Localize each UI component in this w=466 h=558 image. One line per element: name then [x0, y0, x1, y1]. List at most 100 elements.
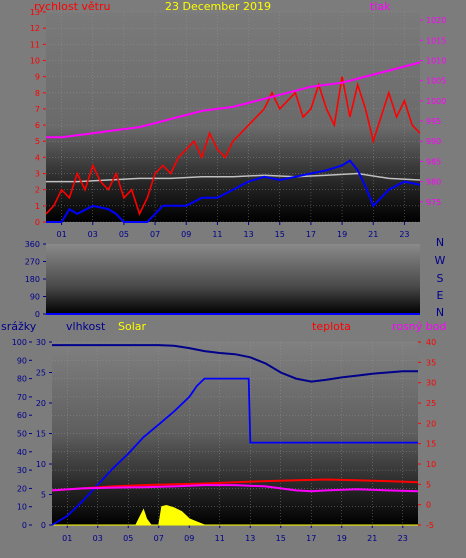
- temperature-tick-label: -5: [426, 521, 434, 530]
- humidity-tick-label: 5: [41, 491, 46, 500]
- dewpoint-axis-label: rosný bod: [392, 320, 446, 333]
- time-tick-label: 07: [154, 534, 164, 543]
- time-tick-label: 17: [306, 534, 316, 543]
- wind-tick-label: 2: [35, 186, 40, 195]
- compass-letter: N: [436, 306, 444, 319]
- wind-average-line: [46, 159, 421, 223]
- temperature-tick-label: 15: [426, 440, 436, 449]
- time-tick-label: 23: [399, 230, 409, 239]
- time-tick-label: 09: [181, 230, 191, 239]
- precipitation-tick-label: 20: [17, 484, 27, 493]
- wind-gust-line: [45, 76, 421, 217]
- time-tick-label: 19: [337, 534, 347, 543]
- wind-tick-label: 7: [35, 105, 40, 114]
- temperature-tick-label: 35: [426, 358, 436, 367]
- solar-area: [52, 504, 418, 526]
- humidity-tick-label: 15: [36, 430, 46, 439]
- precipitation-tick-label: 30: [17, 466, 27, 475]
- temperature-tick-label: 20: [426, 419, 436, 428]
- compass-letter: S: [437, 272, 444, 285]
- wind-tick-label: 0: [35, 218, 40, 227]
- time-tick-label: 17: [306, 230, 316, 239]
- time-tick-label: 19: [337, 230, 347, 239]
- wind-speed-axis-label: rychlost větru: [34, 0, 110, 13]
- temperature-tick-label: 30: [426, 379, 436, 388]
- wind-tick-label: 5: [35, 137, 40, 146]
- time-tick-label: 03: [93, 534, 103, 543]
- pressure-tick-label: 1005: [426, 77, 446, 86]
- humidity-tick-label: 25: [36, 369, 46, 378]
- precipitation-tick-label: 50: [17, 430, 27, 439]
- time-tick-label: 01: [56, 230, 66, 239]
- pressure-axis-label: tlak: [370, 0, 391, 13]
- time-tick-label: 11: [215, 534, 225, 543]
- wind-pressure-plot-area: [46, 12, 420, 222]
- temperature-tick-label: 25: [426, 399, 436, 408]
- direction-tick-label: 270: [25, 258, 40, 267]
- temperature-axis-label: teplota: [312, 320, 351, 333]
- time-tick-label: 05: [123, 534, 133, 543]
- wind-tick-label: 13: [30, 8, 40, 17]
- time-tick-label: 21: [368, 230, 378, 239]
- pressure-tick-label: 1000: [426, 97, 446, 106]
- precipitation-tick-label: 60: [17, 411, 27, 420]
- precipitation-line: [51, 377, 418, 526]
- pressure-tick-label: 980: [426, 178, 441, 187]
- temperature-tick-label: 10: [426, 460, 436, 469]
- pressure-tick-label: 995: [426, 117, 441, 126]
- pressure-tick-label: 985: [426, 157, 441, 166]
- wind-tick-label: 11: [30, 40, 40, 49]
- time-tick-label: 07: [150, 230, 160, 239]
- temperature-line: [51, 478, 419, 492]
- pressure-tick-label: 975: [426, 198, 441, 207]
- direction-tick-label: 180: [25, 275, 40, 284]
- time-tick-label: 13: [245, 534, 255, 543]
- precipitation-tick-label: 40: [17, 448, 27, 457]
- wind-tick-label: 3: [35, 170, 40, 179]
- wind-tick-label: 12: [30, 24, 40, 33]
- compass-letter: W: [435, 254, 446, 267]
- humidity-tick-label: 0: [41, 521, 46, 530]
- precipitation-tick-label: 100: [12, 338, 27, 347]
- compass-letter: N: [436, 236, 444, 249]
- time-tick-label: 15: [276, 534, 286, 543]
- temperature-line: [46, 172, 421, 183]
- humidity-tick-label: 20: [36, 399, 46, 408]
- time-tick-label: 15: [275, 230, 285, 239]
- precipitation-tick-label: 10: [17, 503, 27, 512]
- direction-tick-label: 0: [35, 310, 40, 319]
- wind-tick-label: 1: [35, 202, 40, 211]
- wind-tick-label: 8: [35, 89, 40, 98]
- dewpoint-line: [51, 484, 419, 493]
- time-tick-label: 11: [212, 230, 222, 239]
- temperature-tick-label: 5: [426, 480, 431, 489]
- time-tick-label: 03: [88, 230, 98, 239]
- direction-tick-label: 90: [30, 293, 40, 302]
- pressure-tick-label: 990: [426, 137, 441, 146]
- pressure-tick-label: 1010: [426, 56, 446, 65]
- wind-tick-label: 4: [35, 153, 40, 162]
- pressure-tick-label: 1020: [426, 16, 446, 25]
- time-tick-label: 21: [367, 534, 377, 543]
- precipitation-tick-label: 90: [17, 356, 27, 365]
- humidity-line: [52, 344, 418, 383]
- humidity-tick-label: 30: [36, 338, 46, 347]
- compass-letter: E: [437, 289, 444, 302]
- time-tick-label: 13: [243, 230, 253, 239]
- precipitation-tick-label: 0: [22, 521, 27, 530]
- temperature-tick-label: 0: [426, 501, 431, 510]
- solar-axis-label: Solar: [118, 320, 147, 333]
- wind-direction-plot-area: [46, 244, 420, 314]
- wind-tick-label: 6: [35, 121, 40, 130]
- wind-tick-label: 9: [35, 73, 40, 82]
- precipitation-tick-label: 70: [17, 393, 27, 402]
- chart-date-title: 23 December 2019: [165, 0, 271, 13]
- time-tick-label: 23: [398, 534, 408, 543]
- humidity-axis-label: vlhkost: [66, 320, 106, 333]
- pressure-line: [46, 61, 421, 139]
- humidity-tick-label: 10: [36, 460, 46, 469]
- precipitation-axis-label: srážky: [1, 320, 37, 333]
- time-tick-label: 09: [184, 534, 194, 543]
- direction-tick-label: 360: [25, 240, 40, 249]
